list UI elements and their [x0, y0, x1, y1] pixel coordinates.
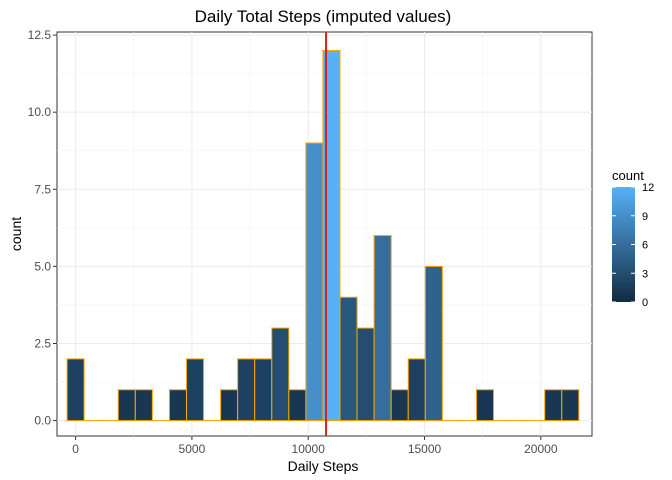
- histogram-bar: [339, 296, 358, 422]
- legend-tick-label: 12: [642, 182, 654, 194]
- histogram-bar: [373, 235, 392, 422]
- y-axis: 0.0 2.5 5.0 7.5 10.0 12.5: [28, 28, 57, 428]
- histogram-bar: [561, 389, 580, 422]
- histogram-bar: [117, 389, 136, 422]
- y-tick-label: 0.0: [34, 414, 51, 428]
- histogram-bar: [271, 327, 290, 422]
- histogram-bar: [254, 358, 273, 422]
- histogram-bar: [322, 50, 341, 422]
- y-axis-title: count: [8, 217, 24, 251]
- histogram-bar: [288, 389, 307, 422]
- y-tick-label: 7.5: [34, 182, 51, 196]
- histogram-bar: [305, 142, 324, 422]
- x-tick-label: 10000: [292, 442, 326, 456]
- histogram-bar: [475, 389, 495, 422]
- legend-tick-label: 3: [642, 268, 648, 280]
- histogram-bar: [185, 358, 205, 422]
- histogram-bar: [237, 358, 256, 422]
- legend-title: count: [612, 168, 644, 183]
- histogram-bars: [66, 50, 580, 422]
- legend-tick-label: 0: [642, 297, 648, 309]
- histogram-bar: [134, 389, 153, 422]
- x-tick-label: 5000: [179, 442, 206, 456]
- legend-ticks: 0 3 6 9 12: [612, 182, 654, 309]
- y-tick-label: 10.0: [28, 105, 52, 119]
- legend-colorbar: [612, 187, 635, 302]
- x-axis-title: Daily Steps: [288, 458, 359, 474]
- y-tick-label: 12.5: [28, 28, 52, 42]
- chart-title: Daily Total Steps (imputed values): [195, 7, 452, 26]
- histogram-bar: [424, 265, 443, 422]
- histogram-bar: [168, 389, 187, 422]
- x-tick-label: 20000: [524, 442, 558, 456]
- histogram-bar: [356, 327, 375, 422]
- histogram-bar: [407, 358, 426, 422]
- histogram-bar: [220, 389, 239, 422]
- x-tick-label: 0: [72, 442, 79, 456]
- x-tick-label: 15000: [408, 442, 442, 456]
- legend-tick-label: 9: [642, 211, 648, 223]
- y-tick-label: 5.0: [34, 259, 51, 273]
- histogram-bar: [66, 358, 85, 422]
- histogram-bar: [390, 389, 409, 422]
- legend-tick-label: 6: [642, 240, 648, 252]
- y-tick-label: 2.5: [34, 336, 51, 350]
- x-axis: 0 5000 10000 15000 20000: [72, 436, 558, 456]
- legend: count 0 3 6 9 12: [612, 168, 654, 309]
- histogram-bar: [544, 389, 563, 422]
